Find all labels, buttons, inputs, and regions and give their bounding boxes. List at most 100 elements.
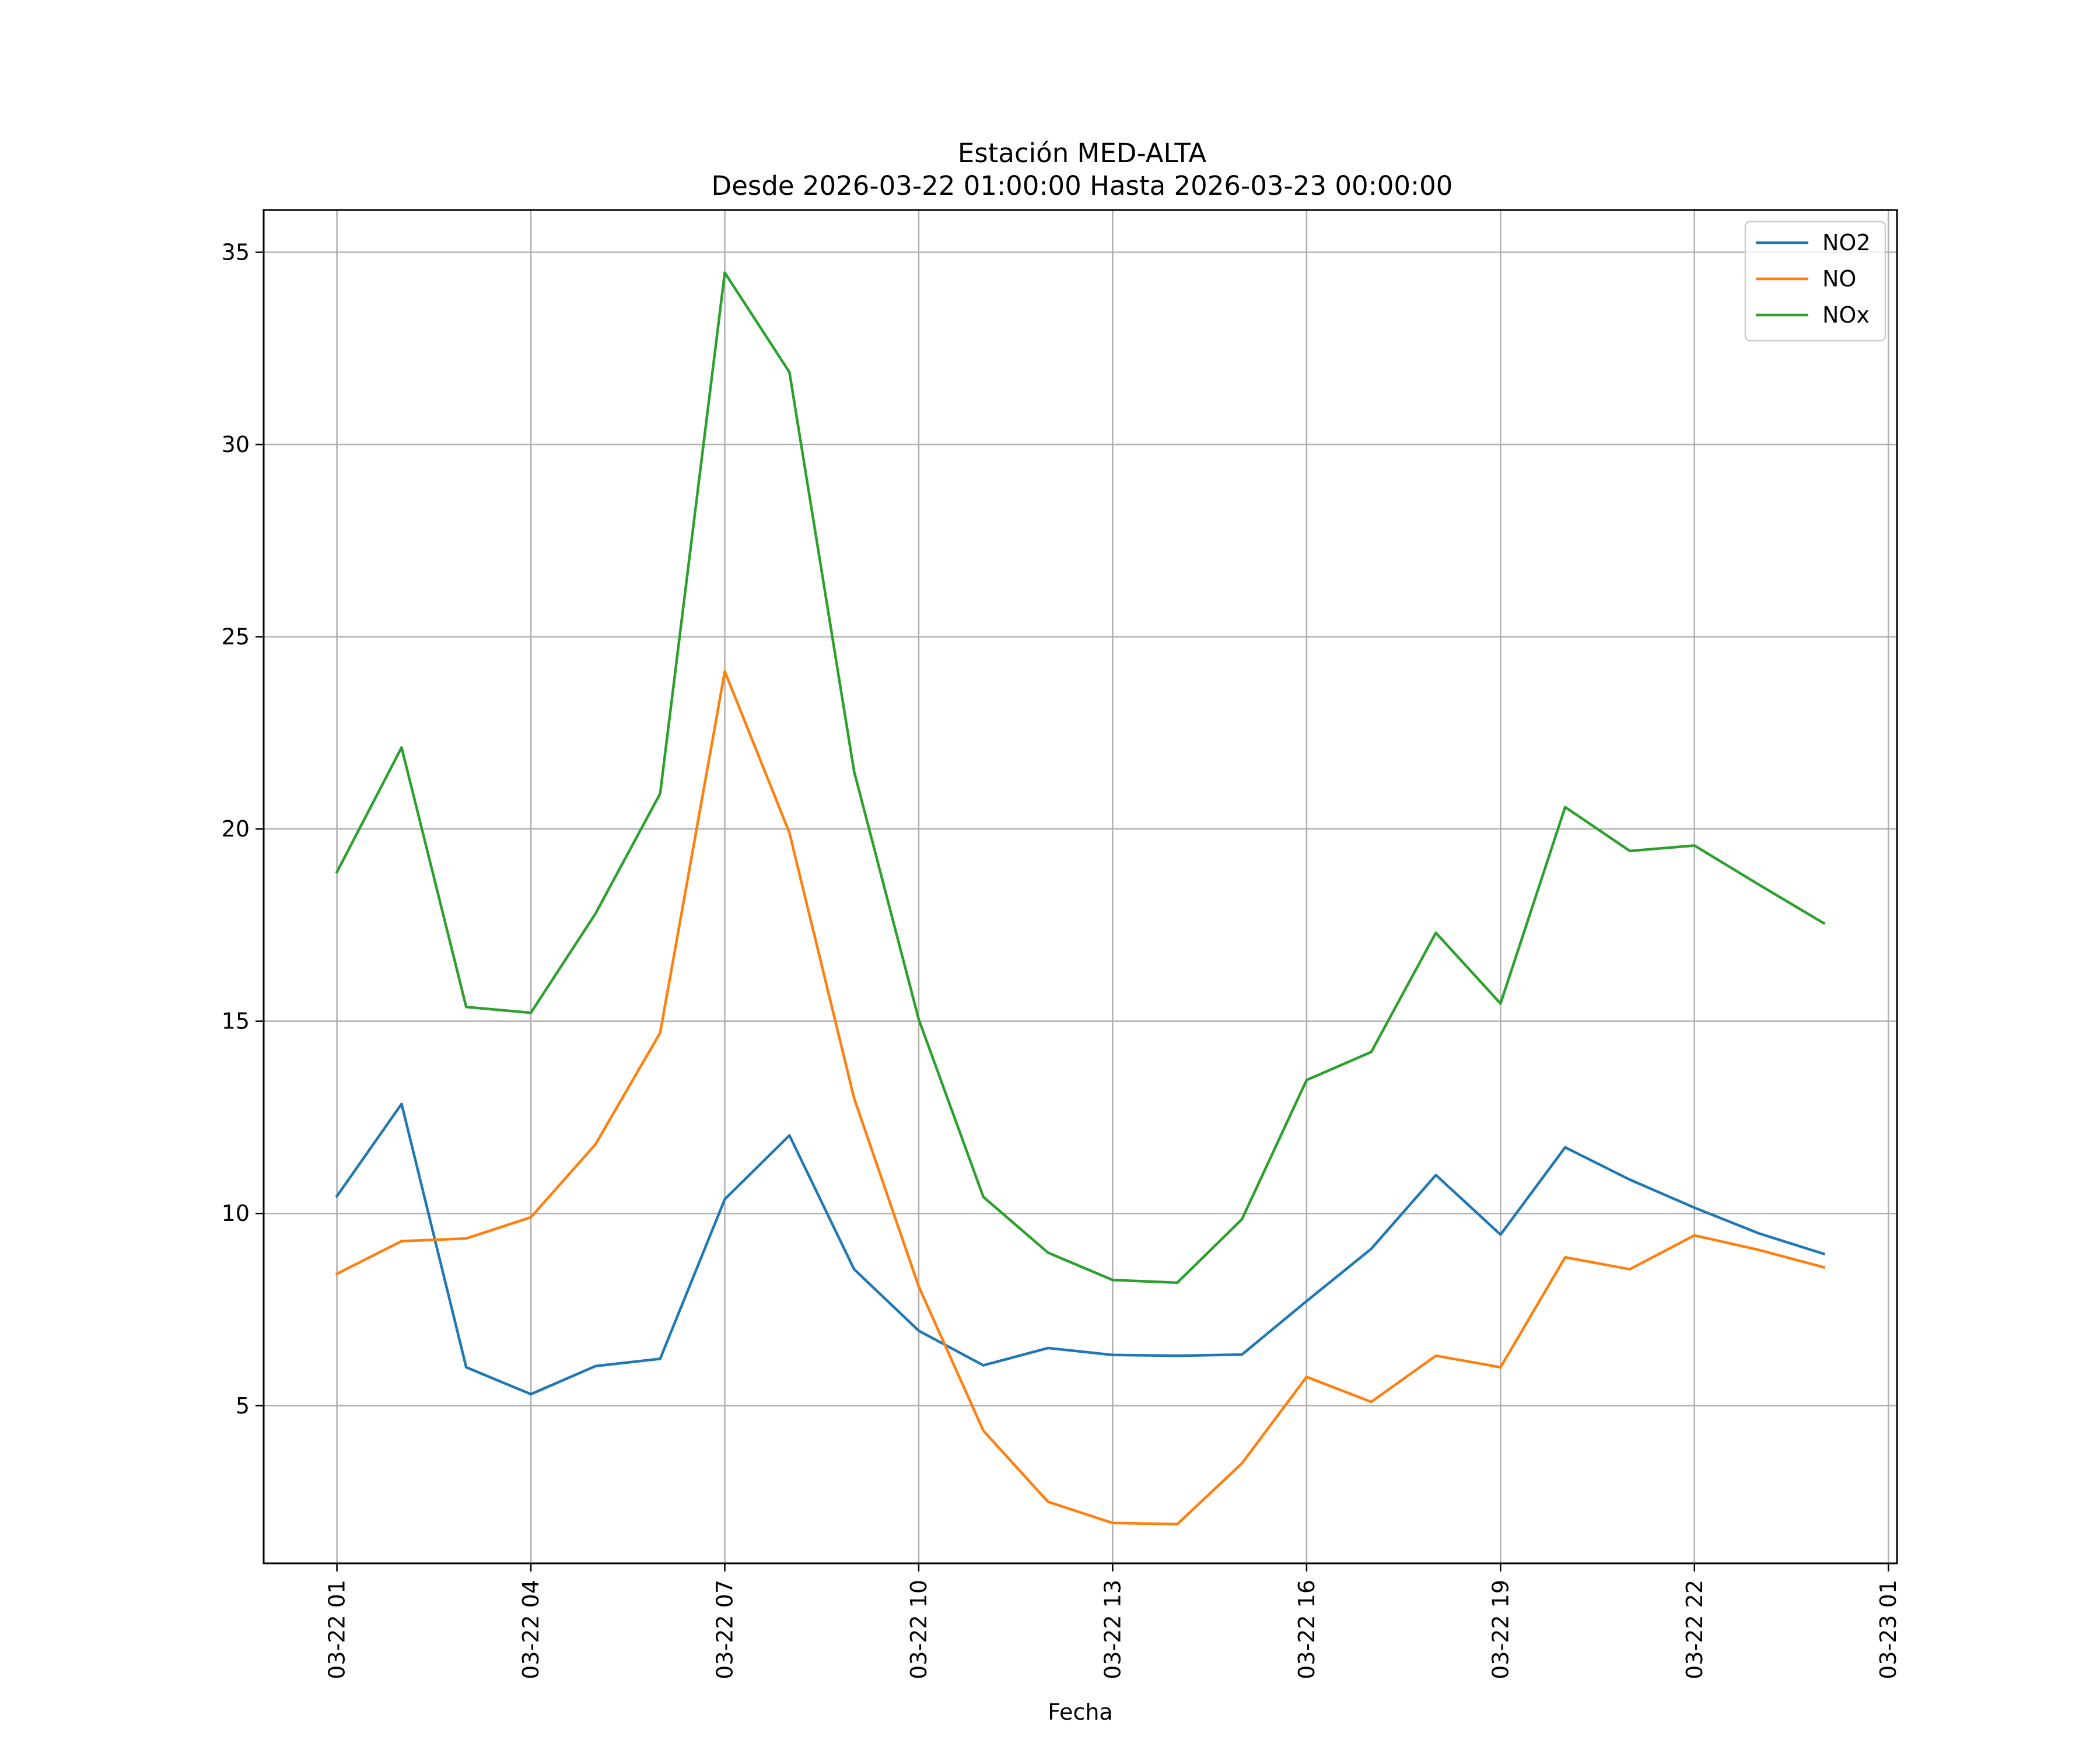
data-point-no: [1822, 1266, 1825, 1269]
legend-label-no: NO: [1822, 266, 1856, 292]
x-tick-label: 03-22 10: [906, 1580, 932, 1679]
data-point-no: [1175, 1522, 1179, 1526]
data-point-no: [723, 670, 727, 673]
data-point-no2: [982, 1364, 985, 1367]
data-point-no2: [1175, 1354, 1179, 1357]
data-point-nox: [723, 271, 727, 274]
data-point-no: [1046, 1500, 1050, 1504]
data-point-no2: [529, 1392, 533, 1396]
data-point-no: [1370, 1400, 1373, 1404]
data-point-no2: [1305, 1300, 1308, 1303]
y-axis: 5 10 15 20 25 30 35: [222, 240, 264, 1419]
y-tick-label: 5: [236, 1393, 250, 1419]
x-tick-label: 03-22 13: [1100, 1580, 1125, 1679]
y-tick-label: 25: [222, 624, 250, 650]
legend-label-no2: NO2: [1822, 230, 1871, 256]
series-line-nox: [335, 271, 1826, 1284]
y-tick-label: 10: [222, 1200, 250, 1226]
y-tick-label: 20: [222, 816, 250, 842]
data-point-nox: [529, 1011, 533, 1014]
data-point-nox: [1111, 1278, 1114, 1282]
grid: [264, 210, 1897, 1563]
data-point-no: [1563, 1255, 1567, 1259]
data-point-no2: [1822, 1252, 1825, 1255]
data-point-no: [659, 1031, 662, 1034]
legend-label-nox: NOx: [1822, 302, 1870, 328]
data-point-no2: [723, 1198, 727, 1201]
series-line-no2: [335, 1102, 1826, 1396]
data-point-nox: [400, 746, 403, 749]
data-point-no: [464, 1237, 468, 1240]
data-point-nox: [1563, 806, 1567, 809]
data-point-nox: [1628, 849, 1632, 853]
data-point-no: [1111, 1521, 1114, 1525]
series-line-no: [335, 670, 1826, 1526]
data-point-nox: [335, 870, 339, 874]
data-point-no2: [1758, 1232, 1761, 1236]
data-point-no2: [852, 1268, 856, 1271]
data-point-no2: [1563, 1146, 1567, 1149]
data-point-no2: [1370, 1247, 1373, 1251]
data-point-no: [1758, 1248, 1761, 1252]
data-point-nox: [1434, 931, 1437, 935]
data-point-no: [982, 1429, 985, 1433]
data-point-nox: [659, 792, 662, 796]
data-point-nox: [1046, 1251, 1050, 1254]
data-point-no2: [1240, 1353, 1244, 1356]
data-point-no2: [1046, 1346, 1050, 1350]
data-point-no: [1305, 1375, 1308, 1378]
data-point-nox: [1175, 1281, 1179, 1284]
data-point-no2: [1111, 1353, 1114, 1357]
data-point-no2: [594, 1364, 597, 1368]
data-point-nox: [788, 370, 791, 374]
data-point-nox: [917, 1017, 921, 1021]
data-point-nox: [1499, 1002, 1502, 1005]
x-tick-label: 03-22 07: [712, 1580, 738, 1679]
data-point-no2: [1693, 1206, 1696, 1209]
data-point-nox: [982, 1195, 985, 1199]
data-point-no2: [400, 1102, 403, 1105]
data-point-no2: [659, 1357, 662, 1360]
chart-title: Estación MED-ALTA: [958, 138, 1207, 169]
data-point-no: [400, 1240, 403, 1243]
y-tick-label: 30: [222, 432, 250, 457]
data-point-no: [1499, 1366, 1502, 1369]
data-point-no: [594, 1143, 597, 1146]
x-tick-label: 03-22 16: [1294, 1580, 1320, 1679]
data-point-nox: [1693, 844, 1696, 847]
data-point-no: [335, 1272, 339, 1276]
x-axis: 03-22 01 03-22 04 03-22 07 03-22 10 03-22 13…: [324, 1563, 1901, 1679]
legend-frame: [1744, 220, 1887, 342]
data-point-no2: [1499, 1233, 1502, 1236]
data-point-no2: [335, 1195, 339, 1198]
data-point-no2: [464, 1366, 468, 1369]
data-point-nox: [1240, 1217, 1244, 1221]
data-point-no: [1693, 1234, 1696, 1237]
x-tick-label: 03-22 19: [1488, 1580, 1513, 1679]
data-point-nox: [1822, 922, 1825, 925]
x-axis-label: Fecha: [1048, 1699, 1112, 1725]
data-point-no: [529, 1216, 533, 1219]
x-tick-label: 03-22 22: [1682, 1580, 1707, 1679]
data-point-no2: [1628, 1178, 1632, 1181]
data-point-no2: [1434, 1173, 1437, 1177]
data-point-nox: [594, 912, 597, 915]
data-point-nox: [1305, 1079, 1308, 1082]
y-tick-label: 35: [222, 240, 250, 265]
x-tick-label: 03-22 04: [518, 1580, 544, 1679]
data-point-no: [788, 831, 791, 835]
data-point-no: [852, 1097, 856, 1100]
data-point-no2: [917, 1329, 921, 1332]
series-lines: [335, 271, 1826, 1526]
x-tick-label: 03-22 01: [324, 1580, 350, 1679]
data-point-no: [917, 1284, 921, 1288]
legend: NO2 NO NOx: [1744, 220, 1887, 342]
data-point-nox: [1370, 1050, 1373, 1054]
data-point-no2: [788, 1133, 791, 1137]
data-point-nox: [852, 769, 856, 773]
data-point-nox: [1758, 883, 1761, 887]
y-tick-label: 15: [222, 1009, 250, 1034]
chart-subtitle: Desde 2026-03-22 01:00:00 Hasta 2026-03-…: [712, 170, 1453, 201]
data-point-nox: [464, 1005, 468, 1009]
